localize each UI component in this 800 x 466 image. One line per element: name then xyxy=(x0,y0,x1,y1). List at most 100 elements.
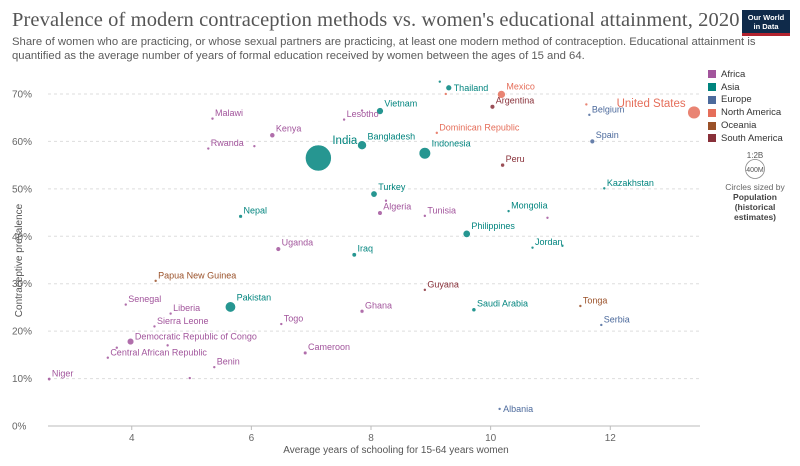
legend-item[interactable]: South America xyxy=(708,132,798,145)
size-legend-graphic: 1:2B 400M xyxy=(745,151,765,179)
data-point xyxy=(578,304,583,308)
size-legend-circle xyxy=(745,159,765,179)
point-label: Kenya xyxy=(276,124,302,134)
data-point xyxy=(497,407,502,411)
point-label: Philippines xyxy=(471,221,515,231)
legend-swatch xyxy=(708,134,716,143)
point-label: Kazakhstan xyxy=(607,178,654,188)
x-tick-label: 4 xyxy=(129,433,135,444)
point-label: Guyana xyxy=(427,279,459,289)
size-legend-caption-text: Circles sized by xyxy=(725,182,785,192)
data-point xyxy=(377,210,383,216)
point-label: Belgium xyxy=(592,104,625,114)
data-point xyxy=(126,337,135,346)
y-tick-label: 60% xyxy=(12,137,32,148)
legend-swatch xyxy=(708,108,716,117)
data-point xyxy=(445,84,452,92)
x-axis-label: Average years of schooling for 15-64 yea… xyxy=(283,445,509,456)
point-label: Benin xyxy=(217,357,240,367)
data-point xyxy=(224,301,236,313)
legend-swatch xyxy=(708,70,716,79)
y-tick-label: 50% xyxy=(12,184,32,195)
data-point xyxy=(506,209,511,213)
point-label: Togo xyxy=(284,314,304,324)
data-point xyxy=(165,343,170,348)
data-point xyxy=(152,324,157,329)
point-label: Papua New Guinea xyxy=(158,270,236,280)
point-label: Nepal xyxy=(243,205,267,215)
legend-item[interactable]: Europe xyxy=(708,94,798,107)
point-label: Uganda xyxy=(282,238,314,248)
point-label: Mexico xyxy=(506,81,535,91)
point-label: Indonesia xyxy=(432,138,471,148)
x-tick-label: 10 xyxy=(485,433,497,444)
data-point xyxy=(443,92,448,96)
data-point xyxy=(545,215,550,220)
legend-label: Oceania xyxy=(721,120,757,132)
point-label: Serbia xyxy=(604,314,630,324)
y-axis-label: Contraceptive prevalence xyxy=(14,203,25,317)
data-point xyxy=(360,108,364,113)
data-point xyxy=(687,105,701,120)
legend-item[interactable]: Africa xyxy=(708,68,798,81)
data-point xyxy=(252,144,257,148)
point-label: Spain xyxy=(596,130,619,140)
size-legend-circle-label: 400M xyxy=(746,167,764,174)
data-point xyxy=(269,132,276,139)
data-point xyxy=(357,140,367,150)
data-point xyxy=(589,138,596,145)
data-point xyxy=(423,288,427,292)
data-point xyxy=(599,323,604,327)
data-point xyxy=(471,307,477,313)
point-label: Bangladesh xyxy=(368,132,416,142)
point-label: United States xyxy=(617,98,686,110)
logo-line-2: in Data xyxy=(753,22,779,31)
data-point xyxy=(602,186,607,191)
owid-logo[interactable]: Our World in Data xyxy=(742,10,790,36)
data-point xyxy=(168,311,173,316)
point-label: Iraq xyxy=(358,244,374,254)
point-label: Dominican Republic xyxy=(439,122,520,132)
data-point xyxy=(497,90,506,99)
point-label: Albania xyxy=(503,404,533,414)
logo-line-1: Our World xyxy=(747,13,785,22)
data-point xyxy=(206,146,211,151)
point-label: Senegal xyxy=(128,294,161,304)
legend-item[interactable]: North America xyxy=(708,106,798,119)
data-point xyxy=(384,198,388,203)
data-point xyxy=(153,279,158,283)
legend-label: Europe xyxy=(721,94,752,106)
point-label: Vietnam xyxy=(384,99,417,109)
legend-item[interactable]: Oceania xyxy=(708,119,798,132)
y-tick-label: 10% xyxy=(12,374,32,385)
y-tick-label: 40% xyxy=(12,232,32,243)
y-tick-label: 70% xyxy=(12,89,32,100)
data-point xyxy=(275,246,281,252)
data-point xyxy=(238,214,243,219)
data-point xyxy=(351,252,357,258)
size-legend-ratio: 1:2B xyxy=(747,151,763,160)
data-point xyxy=(437,79,442,84)
point-label: Ghana xyxy=(365,300,392,310)
legend-item[interactable]: Asia xyxy=(708,81,798,94)
y-tick-label: 20% xyxy=(12,327,32,338)
data-point xyxy=(106,355,110,360)
data-point xyxy=(500,162,505,168)
x-tick-label: 12 xyxy=(605,433,617,444)
point-label: Malawi xyxy=(215,108,243,118)
data-point xyxy=(530,245,535,250)
point-label: India xyxy=(332,135,358,147)
legend-swatch xyxy=(708,121,716,130)
point-label: Tunisia xyxy=(427,205,456,215)
data-point xyxy=(584,102,589,107)
point-label: Sierra Leone xyxy=(157,316,209,326)
point-label: Mongolia xyxy=(511,201,548,211)
size-legend-variable: Population (historical estimates) xyxy=(733,192,777,222)
data-point xyxy=(342,117,346,122)
size-legend: 1:2B 400M Circles sized by Population (h… xyxy=(714,150,796,222)
x-tick-label: 8 xyxy=(368,433,374,444)
point-label: Central African Republic xyxy=(110,348,207,358)
point-label: Algeria xyxy=(383,202,411,212)
data-point xyxy=(210,116,215,121)
point-label: Lesotho xyxy=(347,109,379,119)
